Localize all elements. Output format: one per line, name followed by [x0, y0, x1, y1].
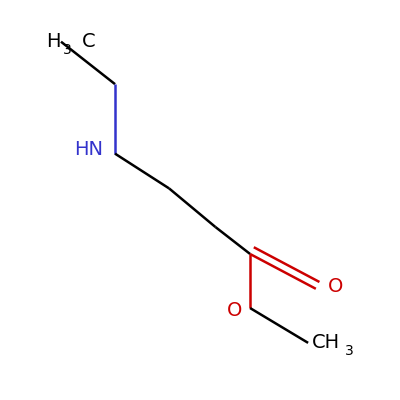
Text: 3: 3 [63, 43, 72, 57]
Text: CH: CH [312, 333, 340, 352]
Text: C: C [82, 32, 96, 51]
Text: O: O [328, 277, 343, 296]
Text: O: O [227, 300, 242, 320]
Text: H: H [46, 32, 61, 51]
Text: 3: 3 [345, 344, 354, 358]
Text: HN: HN [74, 140, 104, 159]
